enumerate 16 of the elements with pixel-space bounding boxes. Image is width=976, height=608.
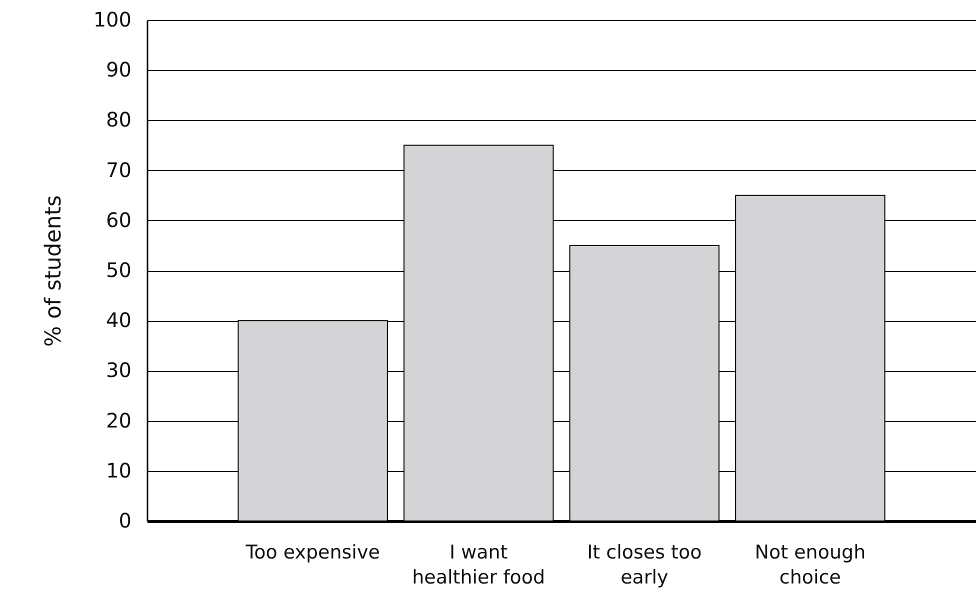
y-tick-label: 20 <box>106 408 132 432</box>
y-tick-label: 30 <box>106 358 132 382</box>
y-tick-label: 0 <box>118 508 132 532</box>
y-axis-title: % of students <box>41 195 66 347</box>
y-tick-label: 70 <box>106 158 132 182</box>
y-tick-label: 80 <box>106 108 132 132</box>
y-tick-label: 50 <box>106 258 132 282</box>
x-tick-label: It closes too early <box>587 542 702 588</box>
y-tick-label: 60 <box>106 208 132 232</box>
y-tick-label: 90 <box>106 58 132 82</box>
x-tick-label: Too expensive <box>244 542 380 564</box>
y-tick-label: 10 <box>106 458 132 482</box>
x-tick-label: I want healthier food <box>412 542 546 588</box>
y-tick-label: 100 <box>93 8 132 32</box>
y-tick-label: 40 <box>106 308 132 332</box>
x-tick-label: Not enough choice <box>754 542 866 588</box>
